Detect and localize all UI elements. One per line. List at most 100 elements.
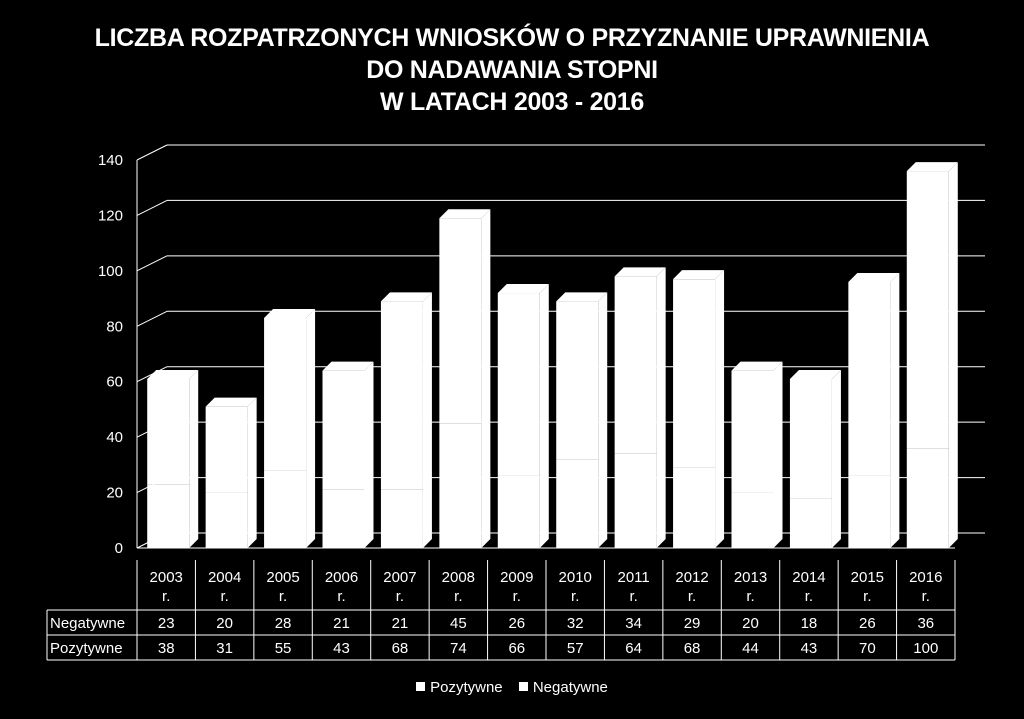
bar-pozytywne-2004 bbox=[205, 406, 248, 493]
y-tick-label-140: 140 bbox=[98, 152, 123, 169]
bar-pozytywne-2016 bbox=[906, 171, 949, 449]
table-cell-pozytywne-2007: 68 bbox=[392, 640, 409, 657]
gridline-depth-100 bbox=[136, 255, 168, 272]
legend-item-pozytywne: Pozytywne bbox=[416, 679, 503, 696]
bar-side-2014 bbox=[831, 369, 841, 548]
y-tick-label-60: 60 bbox=[106, 374, 123, 391]
bar-negatywne-2005 bbox=[264, 470, 307, 548]
bar-pozytywne-2014 bbox=[789, 378, 832, 499]
bar-top-2011 bbox=[614, 267, 666, 277]
table-cell-negatywne-2004: 20 bbox=[216, 615, 233, 632]
table-cell-negatywne-2006: 21 bbox=[333, 615, 350, 632]
x-tick-label-2011: 2011 r. bbox=[618, 569, 650, 605]
bar-side-2006 bbox=[364, 361, 374, 548]
bar-negatywne-2011 bbox=[614, 453, 657, 548]
y-tick-label-20: 20 bbox=[106, 485, 123, 502]
table-cell-pozytywne-2006: 43 bbox=[333, 640, 350, 657]
x-tick-label-2012: 2012 r. bbox=[675, 569, 708, 605]
table-cell-negatywne-2014: 18 bbox=[801, 615, 818, 632]
gridline-depth-80 bbox=[136, 310, 168, 327]
table-cell-pozytywne-2016: 100 bbox=[913, 640, 938, 657]
table-cell-negatywne-2010: 32 bbox=[567, 615, 584, 632]
table-cell-pozytywne-2012: 68 bbox=[684, 640, 701, 657]
x-tick-label-2005: 2005 r. bbox=[266, 569, 299, 605]
chart-title: LICZBA ROZPATRZONYCH WNIOSKÓW O PRZYZNAN… bbox=[0, 22, 1024, 118]
gridline-depth-120 bbox=[136, 199, 168, 216]
x-tick-label-2010: 2010 r. bbox=[559, 569, 592, 605]
table-cell-pozytywne-2010: 57 bbox=[567, 640, 584, 657]
y-tick-label-40: 40 bbox=[106, 429, 123, 446]
bar-pozytywne-2012 bbox=[673, 279, 716, 468]
bar-top-2013 bbox=[731, 361, 783, 371]
y-tick-label-0: 0 bbox=[115, 540, 123, 557]
bar-pozytywne-2006 bbox=[322, 370, 365, 490]
bar-side-2010 bbox=[598, 292, 608, 548]
x-tick-label-2006: 2006 r. bbox=[325, 569, 358, 605]
table-cell-negatywne-2013: 20 bbox=[742, 615, 759, 632]
bar-pozytywne-2008 bbox=[439, 218, 482, 424]
bar-side-2013 bbox=[773, 361, 783, 548]
table-cell-negatywne-2007: 21 bbox=[392, 615, 409, 632]
bar-side-2003 bbox=[189, 369, 199, 548]
x-tick-label-2004: 2004 r. bbox=[208, 569, 241, 605]
bar-side-2005 bbox=[306, 308, 316, 548]
x-tick-label-2007: 2007 r. bbox=[383, 569, 416, 605]
y-tick-label-100: 100 bbox=[98, 263, 123, 280]
y-tick-label-120: 120 bbox=[98, 207, 123, 224]
table-cell-pozytywne-2008: 74 bbox=[450, 640, 467, 657]
bar-side-2011 bbox=[656, 267, 666, 548]
chart-title-line-3: W LATACH 2003 - 2016 bbox=[380, 88, 644, 116]
bar-top-2012 bbox=[673, 270, 725, 280]
table-cell-pozytywne-2013: 44 bbox=[742, 640, 759, 657]
table-cell-pozytywne-2014: 43 bbox=[801, 640, 818, 657]
bar-negatywne-2010 bbox=[556, 459, 599, 548]
table-cell-pozytywne-2011: 64 bbox=[625, 640, 642, 657]
x-tick-label-2013: 2013 r. bbox=[734, 569, 767, 605]
table-cell-pozytywne-2009: 66 bbox=[508, 640, 525, 657]
table-cell-pozytywne-2005: 55 bbox=[275, 640, 292, 657]
legend-swatch-negatywne bbox=[518, 682, 528, 691]
table-cell-negatywne-2016: 36 bbox=[917, 615, 934, 632]
bar-top-2010 bbox=[556, 292, 608, 302]
bar-negatywne-2009 bbox=[497, 475, 540, 548]
bar-side-2009 bbox=[539, 284, 549, 548]
bar-pozytywne-2010 bbox=[556, 301, 599, 460]
table-cell-pozytywne-2015: 70 bbox=[859, 640, 876, 657]
bar-top-2007 bbox=[380, 292, 432, 302]
x-tick-label-2014: 2014 r. bbox=[792, 569, 825, 605]
table-row-header-negatywne: Negatywne bbox=[50, 615, 125, 632]
bar-side-2007 bbox=[422, 292, 432, 548]
bar-negatywne-2015 bbox=[848, 475, 891, 548]
bar-negatywne-2003 bbox=[147, 484, 190, 548]
bar-top-2008 bbox=[439, 209, 491, 219]
x-tick-label-2003: 2003 r. bbox=[150, 569, 183, 605]
bar-pozytywne-2003 bbox=[147, 378, 190, 485]
table-row-header-pozytywne: Pozytywne bbox=[50, 640, 123, 657]
table-cell-pozytywne-2003: 38 bbox=[158, 640, 175, 657]
table-cell-negatywne-2015: 26 bbox=[859, 615, 876, 632]
legend-item-negatywne: Negatywne bbox=[518, 679, 608, 696]
bar-negatywne-2016 bbox=[906, 448, 949, 548]
bar-negatywne-2008 bbox=[439, 423, 482, 548]
bar-pozytywne-2005 bbox=[264, 317, 307, 471]
bar-side-2016 bbox=[948, 162, 958, 549]
bar-side-2015 bbox=[890, 272, 900, 548]
table-cell-pozytywne-2004: 31 bbox=[216, 640, 233, 657]
bar-negatywne-2006 bbox=[322, 489, 365, 548]
bar-top-2015 bbox=[848, 272, 900, 282]
gridline-depth-140 bbox=[136, 144, 168, 161]
bar-side-2008 bbox=[481, 209, 491, 548]
table-cell-negatywne-2009: 26 bbox=[508, 615, 525, 632]
bar-pozytywne-2009 bbox=[497, 293, 540, 476]
x-tick-label-2016: 2016 r. bbox=[909, 569, 942, 605]
bar-negatywne-2013 bbox=[731, 492, 774, 548]
chart-title-line-1: LICZBA ROZPATRZONYCH WNIOSKÓW O PRZYZNAN… bbox=[94, 24, 930, 52]
x-tick-label-2008: 2008 r. bbox=[442, 569, 475, 605]
bar-top-2005 bbox=[264, 308, 316, 318]
table-cell-negatywne-2003: 23 bbox=[158, 615, 175, 632]
bar-side-2004 bbox=[247, 397, 257, 548]
bar-pozytywne-2015 bbox=[848, 281, 891, 476]
bar-pozytywne-2011 bbox=[614, 276, 657, 454]
legend-label-negatywne: Negatywne bbox=[532, 679, 608, 696]
